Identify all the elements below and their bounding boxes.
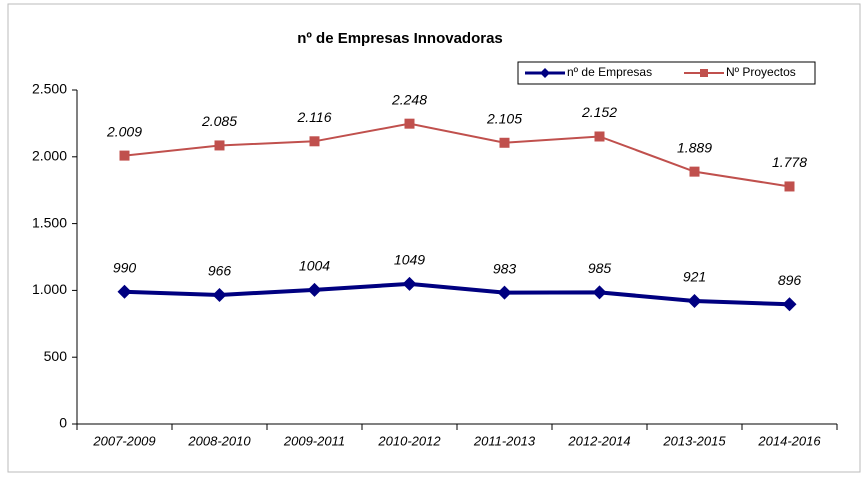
data-label: 2.152 [581,104,617,120]
point [404,118,415,129]
point [307,282,322,297]
chart-title: nº de Empresas Innovadoras [297,30,503,47]
y-tick-label: 2.500 [32,81,67,97]
point [309,136,320,147]
y-tick-label: 500 [44,348,68,364]
data-label: 2.009 [106,123,142,139]
point [214,140,225,151]
point [782,297,797,312]
data-label: 1049 [394,252,425,268]
data-label: 2.105 [486,110,522,126]
data-label: 1.778 [772,154,807,170]
x-tick-label: 2013-2015 [662,433,726,448]
point [117,284,132,299]
legend-marker [540,68,550,78]
x-tick-label: 2010-2012 [377,433,441,448]
series-line [124,122,790,188]
series-line [124,281,790,307]
point [402,276,417,291]
data-label: 966 [208,263,232,279]
y-tick-label: 1.000 [32,281,67,297]
legend-label: nº de Empresas [567,65,652,79]
x-tick-label: 2008-2010 [187,433,251,448]
data-label: 1.889 [677,139,712,155]
data-label: 2.248 [391,91,427,107]
legend-marker [700,69,708,77]
point [497,285,512,300]
point [592,285,607,300]
point [784,181,795,192]
x-tick-label: 2007-2009 [92,433,155,448]
y-tick-label: 2.000 [32,148,67,164]
point [687,293,702,308]
legend-label: Nº Proyectos [726,65,796,79]
data-label: 896 [778,272,802,288]
x-tick-label: 2012-2014 [567,433,630,448]
data-label: 983 [493,260,517,276]
legend-box [517,61,816,85]
x-tick-label: 2011-2013 [473,433,536,448]
data-label: 2.116 [297,109,332,125]
data-label: 990 [113,259,137,275]
point [499,137,510,148]
data-label: 2.085 [201,113,237,129]
data-label: 921 [683,269,706,285]
point [689,166,700,177]
y-tick-label: 0 [59,415,67,431]
point [212,287,227,302]
data-label: 1004 [299,258,330,274]
y-tick-label: 1.500 [32,214,67,230]
point [119,150,130,161]
point [594,131,605,142]
x-tick-label: 2009-2011 [283,433,345,448]
data-label: 985 [588,260,612,276]
x-tick-label: 2014-2016 [757,433,821,448]
